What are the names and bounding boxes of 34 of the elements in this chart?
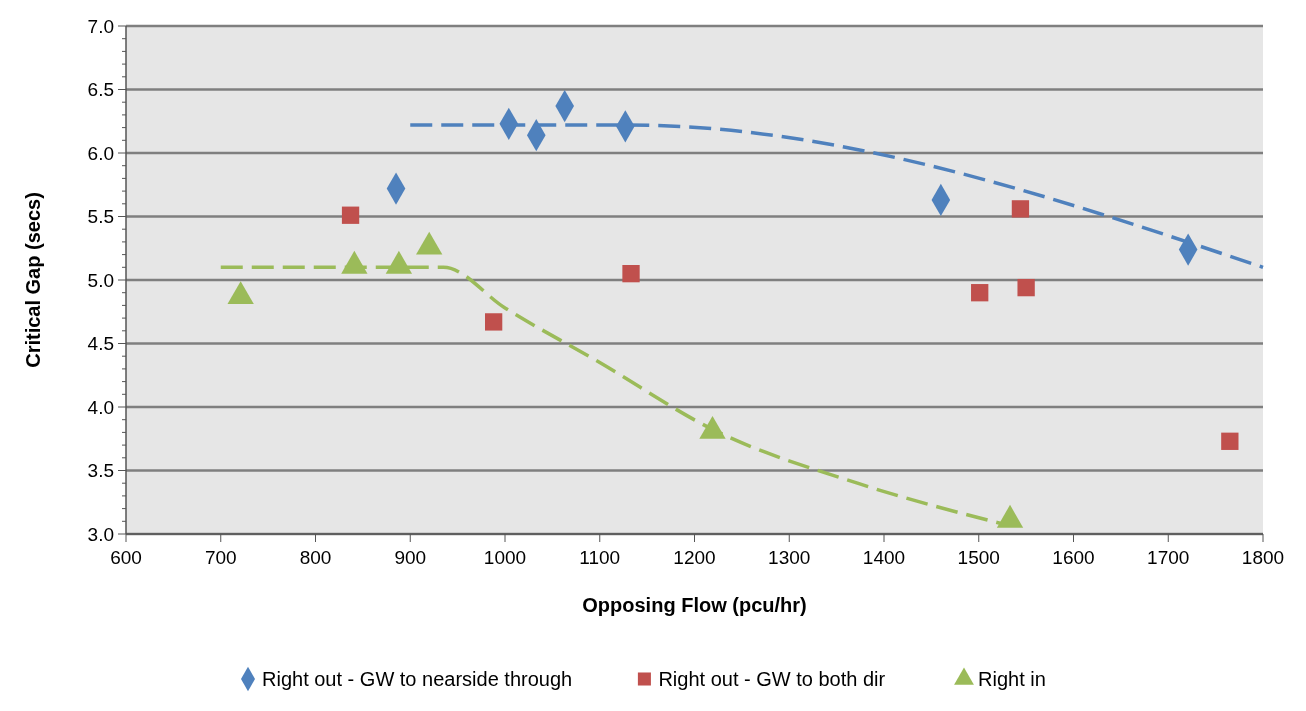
x-tick-label: 600 bbox=[110, 547, 142, 568]
x-tick-label: 1800 bbox=[1241, 547, 1285, 568]
y-tick-label: 6.5 bbox=[87, 79, 114, 101]
y-tick-label: 3.5 bbox=[87, 460, 114, 482]
x-tick-label: 700 bbox=[204, 547, 237, 568]
point bbox=[622, 264, 640, 283]
x-tick-label: 1100 bbox=[579, 547, 621, 568]
x-tick-label: 1500 bbox=[957, 547, 1000, 568]
point bbox=[1011, 200, 1030, 218]
x-tick-label: 900 bbox=[394, 547, 427, 568]
x-tick-label: 1200 bbox=[673, 547, 716, 568]
point bbox=[1017, 278, 1035, 297]
point bbox=[484, 313, 503, 331]
x-tick-label: 1700 bbox=[1147, 547, 1190, 568]
y-tick-label: 6.0 bbox=[87, 142, 114, 164]
y-tick-label: 7.0 bbox=[87, 15, 114, 37]
x-tick-label: 800 bbox=[299, 547, 332, 568]
y-tick-label: 5.0 bbox=[87, 269, 114, 291]
y-tick-label: 4.5 bbox=[87, 333, 114, 355]
legend-label: Right in bbox=[978, 668, 1046, 690]
point bbox=[341, 206, 360, 224]
legend-label: Right out - GW to both dir bbox=[658, 668, 886, 690]
x-tick-label: 1400 bbox=[862, 547, 906, 568]
x-tick-label: 1600 bbox=[1052, 547, 1095, 568]
x-axis-title: Opposing Flow (pcu/hr) bbox=[582, 594, 807, 616]
point bbox=[971, 284, 989, 302]
legend-label: Right out - GW to nearside through bbox=[262, 668, 573, 690]
x-tick-label: 1300 bbox=[768, 547, 811, 568]
y-axis-title: Critical Gap (secs) bbox=[22, 192, 44, 368]
y-tick-label: 5.5 bbox=[87, 206, 114, 228]
x-tick-label: 1000 bbox=[483, 547, 527, 568]
point bbox=[1221, 432, 1239, 450]
y-tick-label: 4.0 bbox=[87, 396, 114, 418]
y-tick-label: 3.0 bbox=[87, 523, 114, 545]
